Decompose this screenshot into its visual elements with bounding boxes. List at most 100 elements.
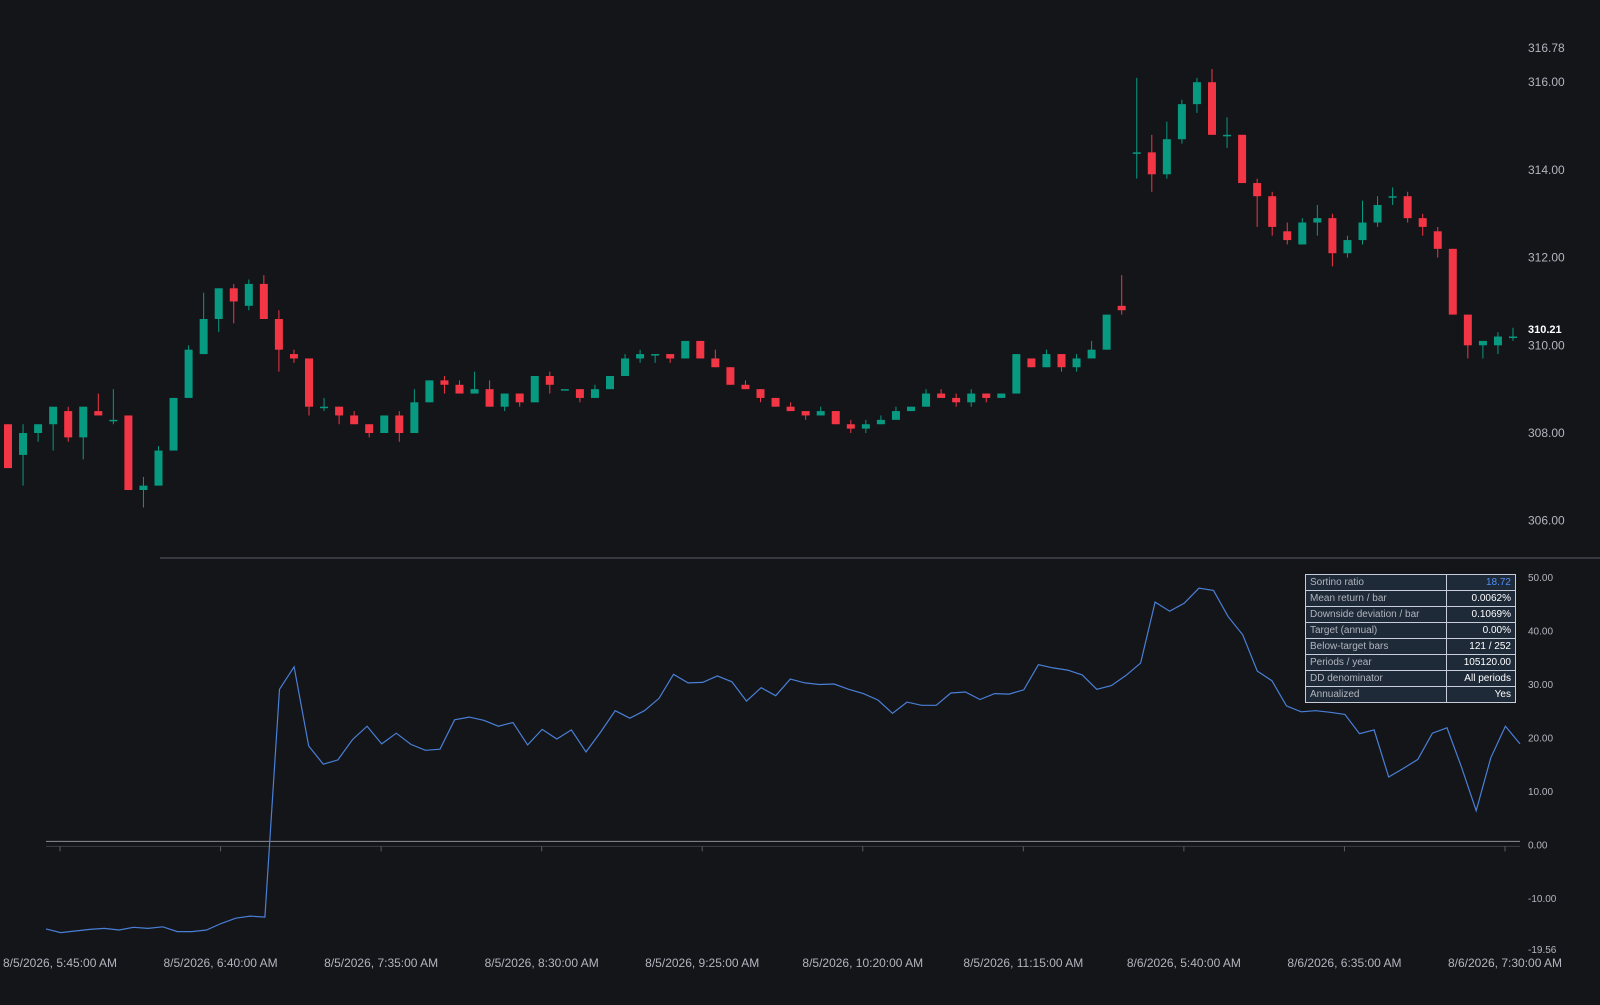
candle-body: [726, 367, 735, 385]
candle-body: [410, 402, 419, 434]
price-axis-tick-label: 310.00: [1528, 338, 1565, 352]
candle-body: [1388, 196, 1397, 198]
stats-label: Below-target bars: [1305, 638, 1447, 655]
indicator-axis-tick-label: -19.56: [1528, 945, 1557, 956]
candle-body: [1433, 231, 1442, 249]
stats-value: 0.1069%: [1446, 606, 1516, 623]
candle-body: [244, 283, 253, 306]
candle-body: [1087, 349, 1096, 359]
indicator-axis-tick-label: 30.00: [1528, 680, 1553, 691]
price-axis-tick-label: 312.00: [1528, 251, 1565, 265]
candle-body: [1418, 218, 1427, 227]
stats-value: 105120.00: [1446, 654, 1516, 671]
stats-label: Target (annual): [1305, 622, 1447, 639]
price-axis-tick-label: 306.00: [1528, 514, 1565, 528]
candle-body: [846, 424, 855, 429]
stats-row: Mean return / bar 0.0062%: [1305, 590, 1516, 607]
candle-body: [1328, 218, 1337, 254]
candle-body: [1283, 231, 1292, 241]
candle-body: [1042, 354, 1051, 368]
candle-body: [922, 393, 931, 407]
candle-body: [124, 415, 133, 491]
candle-body: [365, 424, 374, 434]
candle-body: [1012, 354, 1021, 394]
price-axis-tick-label: 316.00: [1528, 75, 1565, 89]
candle-body: [1448, 248, 1457, 315]
stats-row: Downside deviation / bar 0.1069%: [1305, 606, 1516, 623]
candle-body: [1208, 82, 1216, 135]
candle-body: [1238, 134, 1247, 184]
stats-value: All periods: [1446, 670, 1516, 687]
candle-body: [94, 411, 103, 416]
candle-body: [1298, 222, 1307, 245]
candle-body: [455, 384, 464, 394]
candle-body: [967, 393, 976, 403]
candle-body: [34, 424, 43, 434]
candle-body: [515, 393, 524, 403]
candle-body: [952, 397, 961, 403]
candle-body: [545, 376, 554, 385]
x-axis: 8/5/2026, 5:45:00 AM 8/5/2026, 6:40:00 AM…: [3, 846, 1562, 970]
candle-body: [636, 354, 645, 359]
stats-label: Periods / year: [1305, 654, 1447, 671]
stats-value: 0.00%: [1446, 622, 1516, 639]
stats-row: Annualized Yes: [1305, 686, 1516, 703]
stats-row: Target (annual) 0.00%: [1305, 622, 1516, 639]
candle-body: [696, 340, 705, 359]
candle-body: [1493, 336, 1502, 346]
candle-body: [606, 376, 614, 390]
candle-body: [289, 354, 298, 359]
candle-body: [560, 389, 569, 391]
stats-label: Sortino ratio: [1305, 574, 1447, 591]
last-price-label: 310.21: [1528, 324, 1562, 336]
x-axis-tick-label: 8/5/2026, 8:30:00 AM: [485, 956, 599, 970]
candle-body: [756, 389, 765, 398]
candle-body: [214, 288, 223, 319]
stats-label: Downside deviation / bar: [1305, 606, 1447, 623]
candle-body: [1147, 152, 1156, 175]
candle-body: [440, 380, 449, 385]
candle-body: [1373, 204, 1382, 223]
stats-label: Mean return / bar: [1305, 590, 1447, 607]
candle-body: [184, 349, 193, 398]
candle-body: [4, 424, 12, 469]
candle-body: [771, 397, 780, 407]
candle-body: [1223, 134, 1232, 137]
candle-body: [891, 411, 900, 420]
candle-body: [651, 354, 660, 356]
indicator-axis-tick-label: 50.00: [1528, 573, 1553, 584]
candle-body: [395, 415, 404, 434]
x-axis-tick-label: 8/6/2026, 5:40:00 AM: [1127, 956, 1241, 970]
stats-value: 0.0062%: [1446, 590, 1516, 607]
candle-body: [575, 389, 584, 398]
indicator-axis-tick-label: 10.00: [1528, 787, 1553, 798]
candle-body: [1117, 305, 1126, 311]
stats-value: 18.72: [1446, 574, 1516, 591]
candle-body: [590, 389, 599, 398]
indicator-axis-tick-label: -10.00: [1528, 894, 1557, 905]
candle-body: [1177, 104, 1186, 140]
candle-body: [711, 358, 720, 368]
price-axis-tick-label: 316.78: [1528, 41, 1565, 55]
candle-body: [1192, 82, 1201, 105]
indicator-pane: 50.00 40.00 30.00 20.00 10.00 0.00 -10.00 -19.5…: [45, 573, 1557, 956]
candle-body: [485, 389, 494, 407]
candle-body: [139, 485, 148, 491]
price-axis-tick-label: 308.00: [1528, 426, 1565, 440]
candle-body: [982, 393, 991, 398]
x-axis-tick-label: 8/5/2026, 11:15:00 AM: [963, 956, 1083, 970]
x-axis-tick-label: 8/5/2026, 9:25:00 AM: [645, 956, 759, 970]
candle-body: [109, 419, 118, 422]
candle-body: [64, 411, 73, 438]
candle-body: [1162, 139, 1171, 175]
candle-body: [305, 358, 313, 407]
candle-body: [666, 354, 675, 359]
candle-body: [1057, 354, 1066, 368]
indicator-axis-tick-label: 0.00: [1528, 840, 1548, 851]
candle-body: [79, 406, 88, 438]
candle-body: [259, 283, 268, 319]
candle-body: [1403, 196, 1412, 219]
candle-body: [1102, 314, 1111, 350]
sortino-stats-table: Sortino ratio 18.72 Mean return / bar 0.006…: [1305, 574, 1516, 703]
